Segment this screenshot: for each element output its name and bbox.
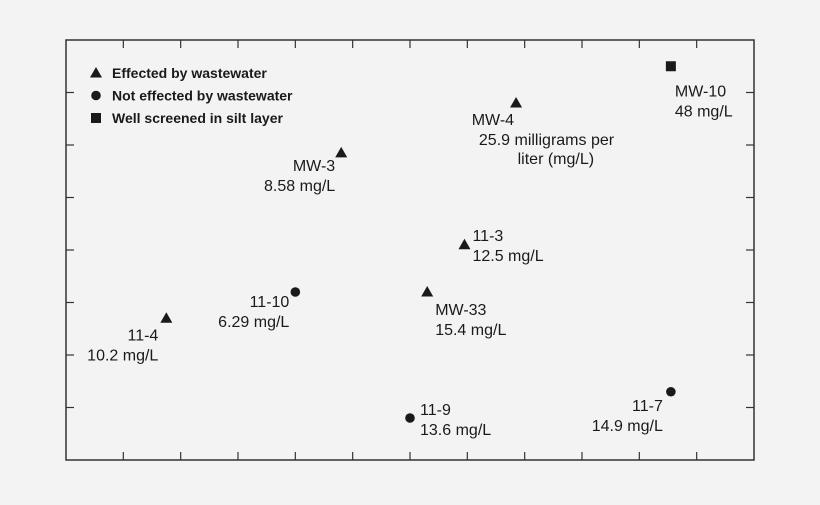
legend-entry-not_effected: Not effected by wastewater xyxy=(91,88,293,104)
point-value: 48 mg/L xyxy=(675,103,733,120)
point-marker xyxy=(335,146,348,158)
data-points: MW-10 48 mg/L MW-4 25.9 milligrams per liter… xyxy=(87,61,733,439)
point-11-3: 11-3 12.5 mg/L xyxy=(458,228,544,265)
point-value: 25.9 milligrams per liter (mg/L) xyxy=(479,132,615,168)
point-value-line: 25.9 milligrams per xyxy=(479,132,615,149)
point-MW-4: MW-4 25.9 milligrams per liter (mg/L) xyxy=(472,97,615,168)
point-marker xyxy=(458,238,471,250)
point-label: MW-10 xyxy=(675,83,726,100)
point-label: MW-4 xyxy=(472,112,514,129)
point-marker xyxy=(160,312,173,323)
point-MW-3: MW-3 8.58 mg/L xyxy=(264,146,348,195)
point-value: 12.5 mg/L xyxy=(472,248,543,265)
legend-entry-silt: Well screened in silt layer xyxy=(91,110,283,126)
point-11-9: 11-9 13.6 mg/L xyxy=(405,402,491,439)
point-value: 8.58 mg/L xyxy=(264,178,335,195)
point-MW-10: MW-10 48 mg/L xyxy=(665,61,733,120)
point-label: 11-10 xyxy=(250,294,290,311)
point-label: 11-9 xyxy=(420,402,451,419)
axis-ticks xyxy=(66,40,754,460)
point-11-4: 11-4 10.2 mg/L xyxy=(87,312,173,364)
legend-entry-effected: Effected by wastewater xyxy=(90,65,267,81)
point-marker xyxy=(405,413,415,423)
point-label: MW-3 xyxy=(293,158,335,175)
square-icon xyxy=(91,113,101,123)
point-label: 11-7 xyxy=(632,398,663,415)
point-marker xyxy=(421,286,434,297)
circle-icon xyxy=(91,90,101,101)
point-11-10: 11-10 6.29 mg/L xyxy=(218,287,301,331)
point-marker xyxy=(665,61,676,72)
legend: Effected by wastewater Not effected by wa… xyxy=(90,65,293,126)
triangle-icon xyxy=(90,67,102,78)
legend-label: Not effected by wastewater xyxy=(112,88,293,104)
point-value: 13.6 mg/L xyxy=(420,422,491,439)
point-11-7: 11-7 14.9 mg/L xyxy=(592,386,676,435)
point-value: 15.4 mg/L xyxy=(435,322,506,339)
legend-label: Effected by wastewater xyxy=(112,65,267,81)
point-value: 10.2 mg/L xyxy=(87,347,158,364)
point-MW-33: MW-33 15.4 mg/L xyxy=(421,286,506,339)
point-marker xyxy=(290,287,301,297)
point-marker xyxy=(666,386,676,397)
point-value: 6.29 mg/L xyxy=(218,314,289,331)
point-marker xyxy=(510,97,523,108)
point-label: 11-3 xyxy=(472,228,503,245)
point-value-line: liter (mg/L) xyxy=(518,151,594,168)
legend-label: Well screened in silt layer xyxy=(112,110,283,126)
point-label: MW-33 xyxy=(435,302,486,319)
point-value: 14.9 mg/L xyxy=(592,418,663,435)
point-label: 11-4 xyxy=(127,327,158,344)
